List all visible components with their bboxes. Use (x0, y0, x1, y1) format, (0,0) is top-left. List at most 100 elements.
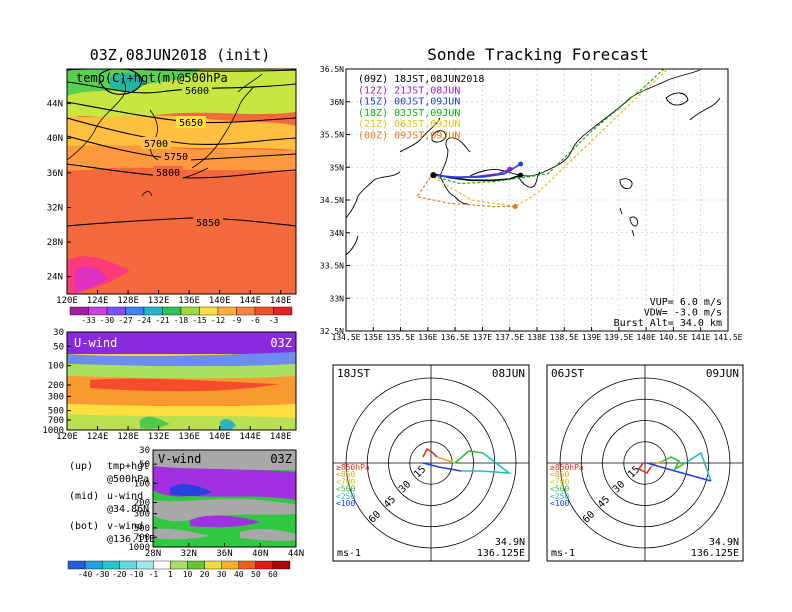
level-legend: <500 (550, 485, 569, 494)
lon-tick-label: 134.5E (332, 333, 361, 342)
note-key: (bot) (69, 521, 99, 532)
sonde-param: VDW= -3.0 m/s (644, 308, 722, 319)
temp-field (67, 69, 296, 294)
colorbar-swatch (254, 306, 274, 316)
hodograph-trace (422, 462, 462, 472)
lat-tick-label: 36N (216, 549, 232, 559)
lon-tick-label: 141E (691, 333, 710, 342)
colorbar-swatch (273, 306, 293, 316)
lon-tick-label: 120E (56, 296, 78, 306)
sonde-param: Burst Alt= 34.0 km (614, 318, 722, 329)
temp-lat-axis: 44N 40N 36N 32N 28N 24N (47, 100, 71, 283)
colorbar-label: -1 (149, 570, 159, 579)
hodograph-trace (461, 452, 512, 474)
lon-tick-label: 139E (582, 333, 601, 342)
colorbar-label: -6 (250, 316, 260, 325)
lat-tick-label: 34N (330, 229, 345, 238)
lon-tick-label: 138.5E (550, 333, 579, 342)
note-value: @136.11E (107, 534, 155, 545)
legend-entry: (15Z) 00JST,09JUN (358, 97, 460, 108)
contour-labels: 5600 5650 5700 5750 5800 5850 (141, 84, 223, 229)
hodograph-unit: ms-1 (551, 548, 575, 559)
legend-entry: (00Z) 09JST,09JUN (358, 131, 460, 142)
pressure-tick-label: 500 (48, 407, 64, 417)
uwind-lon-axis: 120E 124E 128E 132E 136E 140E 144E 148E (56, 426, 292, 442)
colorbar-swatch (88, 306, 108, 316)
lon-tick-label: 148E (270, 296, 292, 306)
lat-tick-label: 28N (145, 549, 161, 559)
level-legend: <700 (550, 477, 569, 486)
hodograph-lat: 34.9N (709, 537, 739, 548)
colorbar-swatch (153, 560, 171, 570)
colorbar-label: -27 (118, 316, 133, 325)
height-contours (67, 69, 296, 227)
level-legend: <850 (550, 470, 569, 479)
hodograph-trace (422, 447, 438, 458)
sonde-param: VUP= 6.0 m/s (650, 297, 722, 308)
hodograph-lon: 136.125E (477, 548, 525, 559)
colorbar-swatch (236, 306, 256, 316)
uwind-field (67, 332, 296, 430)
panel-notes: (up) tmp+hgt @500hPa (mid) u-wind @34.86N (bot… (69, 461, 155, 545)
lat-tick-label: 36N (330, 98, 345, 107)
lon-tick-label: 140.5E (659, 333, 688, 342)
track-line (415, 176, 516, 208)
lon-tick-label: 141.5E (714, 333, 743, 342)
colorbar-label: -24 (137, 316, 152, 325)
contour-label: 5800 (156, 168, 180, 179)
hodograph-trace (684, 451, 712, 482)
lon-tick-label: 136E (178, 432, 200, 442)
colorbar-label: -10 (129, 570, 144, 579)
vwind-time: 03Z (270, 452, 292, 466)
colorbar-swatch (238, 560, 257, 570)
pressure-tick-label: 200 (48, 381, 64, 391)
map-lat-axis: 36.5N 36N 35.5N 35N 34.5N 34N 33.5N 33N 32.5N (320, 65, 350, 336)
colorbar-swatch (170, 560, 188, 570)
lat-tick-label: 40N (252, 549, 268, 559)
vwind-colorbar: -40 -30 -20 -10 -1 1 10 20 30 40 50 60 (67, 560, 291, 579)
colorbar-swatch (221, 560, 239, 570)
lat-tick-label: 28N (47, 238, 63, 248)
hodograph-lon: 136.125E (691, 548, 739, 559)
contour-label: 5600 (185, 86, 209, 97)
lon-tick-label: 132E (148, 296, 170, 306)
map-coastline (346, 69, 721, 256)
colorbar-label: -12 (211, 316, 226, 325)
lat-tick-label: 44N (288, 549, 304, 559)
colorbar-swatch (119, 560, 137, 570)
sonde-tracks (415, 69, 669, 210)
colorbar-label: -20 (112, 570, 127, 579)
level-legend: <250 (550, 492, 569, 501)
uwind-time: 03Z (270, 336, 292, 350)
lon-tick-label: 128E (117, 296, 139, 306)
map-lon-axis: 134.5E 135E 135.5E 136E 136.5E 137E 137.5E 138E… (332, 327, 743, 342)
hodograph-trace (646, 462, 712, 482)
lat-tick-label: 36N (47, 169, 63, 179)
colorbar-label: -33 (81, 316, 96, 325)
lat-tick-label: 32.5N (320, 327, 344, 336)
pressure-tick-label: 30 (53, 328, 64, 338)
level-legend: <250 (336, 492, 355, 501)
legend-entry: (21Z) 06JST,09JUN (358, 119, 460, 130)
pressure-tick-label: 500 (134, 524, 150, 534)
pressure-tick-label: 300 (134, 510, 150, 520)
colorbar-swatch (255, 560, 274, 570)
lon-tick-label: 144E (239, 296, 261, 306)
colorbar-swatch (199, 306, 219, 316)
level-legend: <500 (336, 485, 355, 494)
lon-tick-label: 128E (117, 432, 139, 442)
launch-point (430, 172, 437, 179)
temp-panel-label: temp(C)+hgt(m)@500hPa (76, 71, 228, 85)
colorbar-label: 40 (234, 570, 244, 579)
note-value: tmp+hgt (107, 461, 149, 472)
lon-tick-label: 140E (209, 432, 231, 442)
lon-tick-label: 138E (527, 333, 546, 342)
colorbar-swatch (84, 560, 103, 570)
hodograph-trace (637, 462, 652, 475)
uwind-label: U-wind (74, 336, 117, 350)
pressure-tick-label: 200 (134, 498, 150, 508)
note-key: (up) (69, 461, 93, 472)
colorbar-swatch (125, 306, 145, 316)
